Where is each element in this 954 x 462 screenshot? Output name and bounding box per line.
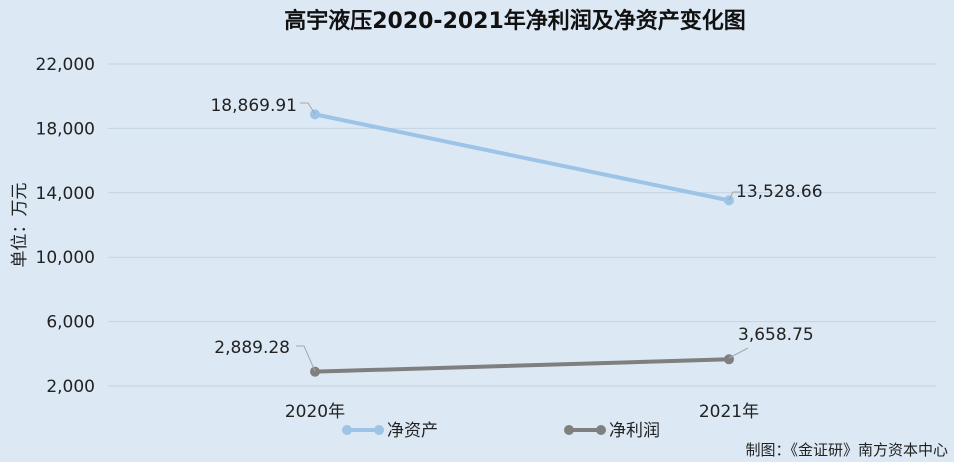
legend-item: 净利润 (564, 421, 660, 441)
leader-line (296, 345, 316, 372)
leader-line (300, 102, 316, 115)
series-line (313, 357, 731, 374)
x-tick-label: 2021年 (699, 402, 759, 422)
source-note: 制图：《金证研》南方资本中心 (745, 441, 948, 459)
grid (108, 63, 936, 387)
legend-swatch-dot (564, 425, 574, 435)
legend-swatch-dot (596, 425, 606, 435)
y-tick-label: 2,000 (46, 377, 95, 397)
y-tick-label: 18,000 (36, 119, 95, 139)
data-label: 3,658.75 (738, 325, 814, 345)
data-point (310, 109, 320, 120)
x-ticks: 2020年 2021年 (285, 402, 759, 422)
y-ticks: 2,000 6,000 10,000 14,000 18,000 22,000 (36, 55, 95, 397)
legend-label: 净利润 (609, 421, 660, 441)
legend-label: 净资产 (387, 421, 438, 441)
legend-swatch-dot (374, 425, 384, 435)
y-axis-label: 单位：万元 (10, 183, 30, 268)
data-point (310, 366, 320, 377)
data-label: 18,869.91 (210, 96, 297, 116)
y-tick-label: 10,000 (36, 248, 95, 268)
series-net-profit: 2,889.28 3,658.75 (214, 325, 814, 377)
series-net-assets: 18,869.91 13,528.66 (210, 96, 823, 206)
leader-line (728, 191, 740, 201)
data-point (724, 195, 734, 206)
data-label: 13,528.66 (736, 182, 823, 202)
legend-item: 净资产 (342, 421, 438, 441)
chart-title: 高宇液压2020-2021年净利润及净资产变化图 (284, 8, 746, 34)
data-label: 2,889.28 (214, 338, 290, 358)
x-tick-label: 2020年 (285, 402, 345, 422)
leader-line (728, 347, 749, 359)
y-tick-label: 14,000 (36, 184, 95, 204)
legend-swatch-dot (342, 425, 352, 435)
series: 18,869.91 13,528.66 2,889.28 3,658.75 (210, 96, 823, 377)
y-tick-label: 22,000 (36, 55, 95, 75)
legend: 净资产 净利润 (342, 421, 660, 441)
y-tick-label: 6,000 (46, 313, 95, 333)
series-line (313, 112, 731, 203)
